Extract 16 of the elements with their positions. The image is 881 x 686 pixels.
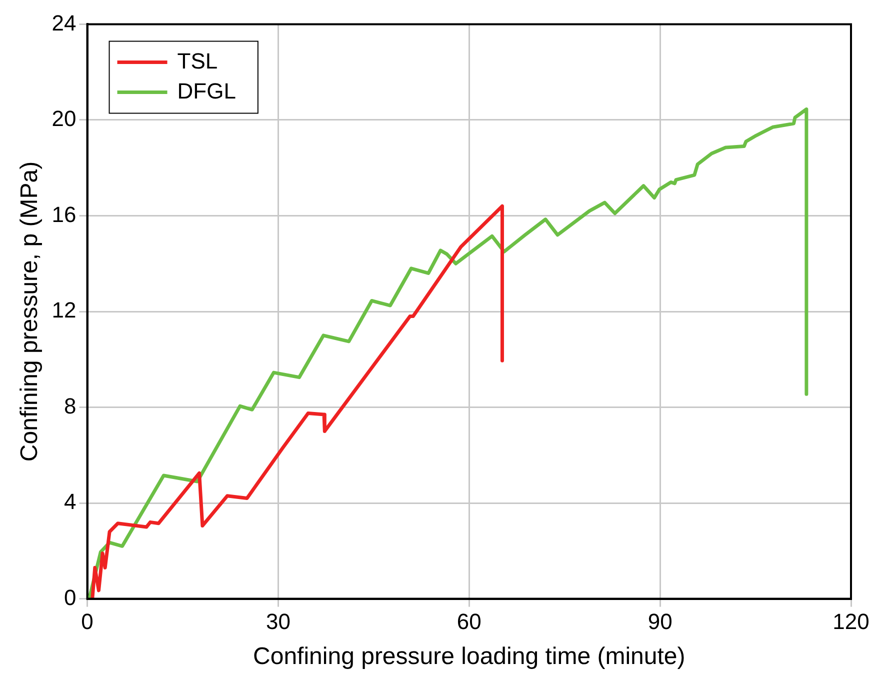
y-axis-title: Confining pressure, p (MPa) <box>16 161 44 462</box>
x-tick-label: 120 <box>832 609 870 634</box>
x-tick-label: 30 <box>266 609 290 634</box>
y-tick-label: 0 <box>64 584 76 610</box>
y-tick-label: 12 <box>52 298 76 323</box>
x-tick-label: 0 <box>81 609 94 634</box>
y-tick-label: 16 <box>52 202 76 227</box>
legend-label: DFGL <box>177 78 236 104</box>
x-tick-label: 90 <box>648 609 672 634</box>
x-tick-label: 60 <box>456 609 482 634</box>
y-tick-label: 4 <box>64 489 76 514</box>
y-tick-label: 24 <box>52 10 76 36</box>
x-axis-title: Confining pressure loading time (minute) <box>253 643 686 670</box>
legend-label: TSL <box>177 48 218 74</box>
y-tick-label: 20 <box>52 106 76 132</box>
y-tick-label: 8 <box>64 393 76 418</box>
